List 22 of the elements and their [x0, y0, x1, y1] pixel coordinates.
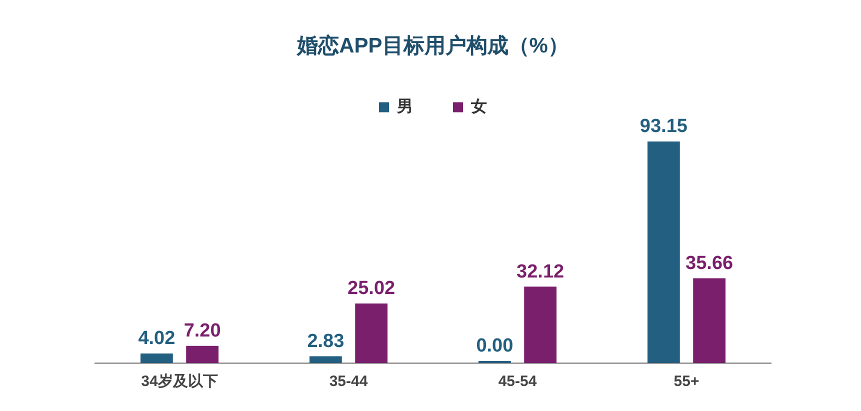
data-label: 35.66	[686, 252, 734, 274]
data-label: 25.02	[348, 278, 396, 300]
bar	[140, 353, 173, 363]
data-label: 2.83	[307, 331, 344, 352]
data-label: 7.20	[184, 320, 221, 342]
bar	[647, 141, 680, 363]
bar	[186, 346, 219, 363]
data-label: 0.00	[476, 336, 514, 357]
legend-label: 男	[396, 98, 413, 116]
bar	[309, 356, 342, 363]
chart-title: 婚恋APP目标用户构成（%）	[296, 33, 569, 58]
data-label: 93.15	[640, 116, 688, 138]
bar	[524, 286, 557, 363]
x-tick-label: 45-54	[498, 373, 538, 390]
bar	[693, 278, 726, 363]
data-label: 32.12	[516, 261, 564, 282]
bar	[355, 304, 388, 363]
legend-label: 女	[470, 98, 487, 116]
x-tick-label: 34岁及以下	[141, 373, 218, 390]
x-tick-label: 55+	[674, 373, 700, 390]
data-label: 4.02	[138, 328, 176, 350]
x-tick-label: 35-44	[329, 373, 368, 390]
